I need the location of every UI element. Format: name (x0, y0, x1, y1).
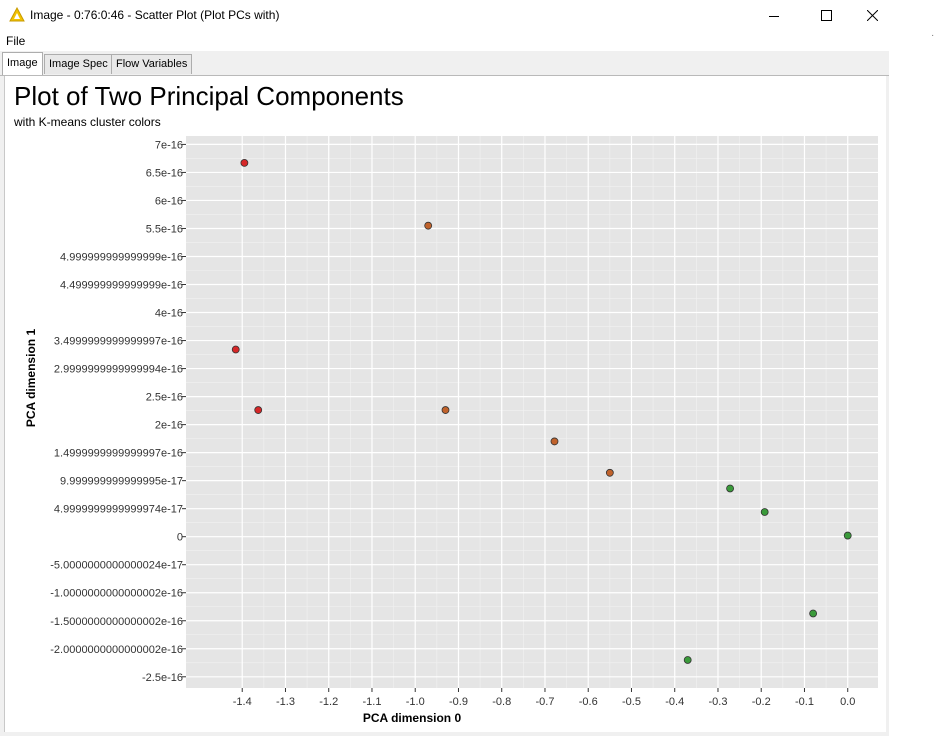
y-tick-label: 6e-16 (155, 195, 183, 207)
x-tick-label: -1.0 (406, 696, 425, 708)
data-point (760, 508, 769, 516)
edge-mark: · (931, 30, 935, 41)
y-tick-label: 4.999999999999999e-16 (60, 251, 183, 263)
y-tick-label: 1.4999999999999997e-16 (54, 448, 183, 460)
chart-title: Plot of Two Principal Components (14, 81, 404, 111)
data-point (809, 609, 818, 618)
chart-subtitle: with K-means cluster colors (14, 115, 161, 129)
x-tick-label: -1.2 (319, 696, 338, 708)
x-tick-label: -0.7 (535, 696, 554, 708)
maximize-icon (820, 10, 832, 21)
x-tick-label: -0.6 (579, 696, 598, 708)
x-tick-label: -1.3 (276, 696, 295, 708)
y-tick-label: -2.5e-16 (142, 672, 183, 684)
menu-bar: File (0, 31, 889, 51)
y-tick-label: 9.999999999999995e-17 (60, 476, 183, 488)
x-tick-label: -0.3 (708, 696, 727, 708)
x-tick-label: -0.4 (665, 696, 684, 708)
y-axis-label: PCA dimension 1 (24, 329, 38, 428)
y-tick-label: 5.5e-16 (146, 223, 183, 235)
tab-image-spec[interactable]: Image Spec (44, 54, 113, 74)
y-tick-label: -2.0000000000000002e-16 (50, 644, 183, 656)
y-tick-label: 2.5e-16 (146, 392, 183, 404)
y-tick-label: 3.4999999999999997e-16 (54, 336, 183, 348)
y-tick-label: 2.9999999999999994e-16 (54, 364, 183, 376)
maximize-button[interactable] (803, 0, 849, 31)
data-point (424, 221, 433, 230)
y-tick-label: -1.5000000000000002e-16 (50, 616, 183, 628)
minimize-icon (769, 15, 779, 17)
minimize-button[interactable] (751, 0, 797, 31)
menu-file[interactable]: File (6, 34, 26, 48)
y-tick-label: 0 (177, 532, 183, 544)
y-tick-label: 7e-16 (155, 139, 183, 151)
tab-bar: Image Image Spec Flow Variables (0, 51, 889, 76)
close-icon (866, 10, 878, 21)
title-bar: Image - 0:76:0:46 - Scatter Plot (Plot P… (0, 0, 889, 31)
data-point (726, 484, 734, 493)
x-axis-label: PCA dimension 0 (363, 711, 462, 725)
data-point (683, 656, 692, 664)
tab-flow-variables[interactable]: Flow Variables (111, 54, 193, 74)
y-tick-label: -5.0000000000000024e-17 (50, 560, 183, 572)
data-point (441, 406, 450, 414)
y-tick-label: 6.5e-16 (146, 167, 183, 179)
x-tick-label: -0.8 (492, 696, 511, 708)
window-title: Image - 0:76:0:46 - Scatter Plot (Plot P… (30, 8, 280, 22)
x-tick-label: -0.9 (449, 696, 468, 708)
tab-image[interactable]: Image (2, 52, 43, 75)
data-point (550, 437, 559, 446)
y-tick-label: -1.0000000000000002e-16 (50, 588, 183, 600)
x-tick-label: -0.5 (622, 696, 641, 708)
data-point (605, 468, 614, 477)
y-tick-label: 4e-16 (155, 308, 183, 320)
close-button[interactable] (849, 0, 895, 31)
data-point (231, 345, 240, 354)
knime-warning-icon (9, 7, 25, 22)
plot-background (186, 136, 878, 688)
data-point (843, 531, 852, 540)
y-tick-label: 4.499999999999999e-16 (60, 280, 183, 292)
y-tick-label: 4.9999999999999974e-17 (54, 504, 183, 516)
x-tick-label: 0.0 (840, 696, 855, 708)
x-tick-label: -0.2 (752, 696, 771, 708)
y-tick-label: 2e-16 (155, 420, 183, 432)
x-tick-label: -1.4 (233, 696, 252, 708)
x-tick-label: -0.1 (795, 696, 814, 708)
data-point (254, 406, 263, 414)
data-point (240, 158, 249, 167)
x-tick-label: -1.1 (362, 696, 381, 708)
